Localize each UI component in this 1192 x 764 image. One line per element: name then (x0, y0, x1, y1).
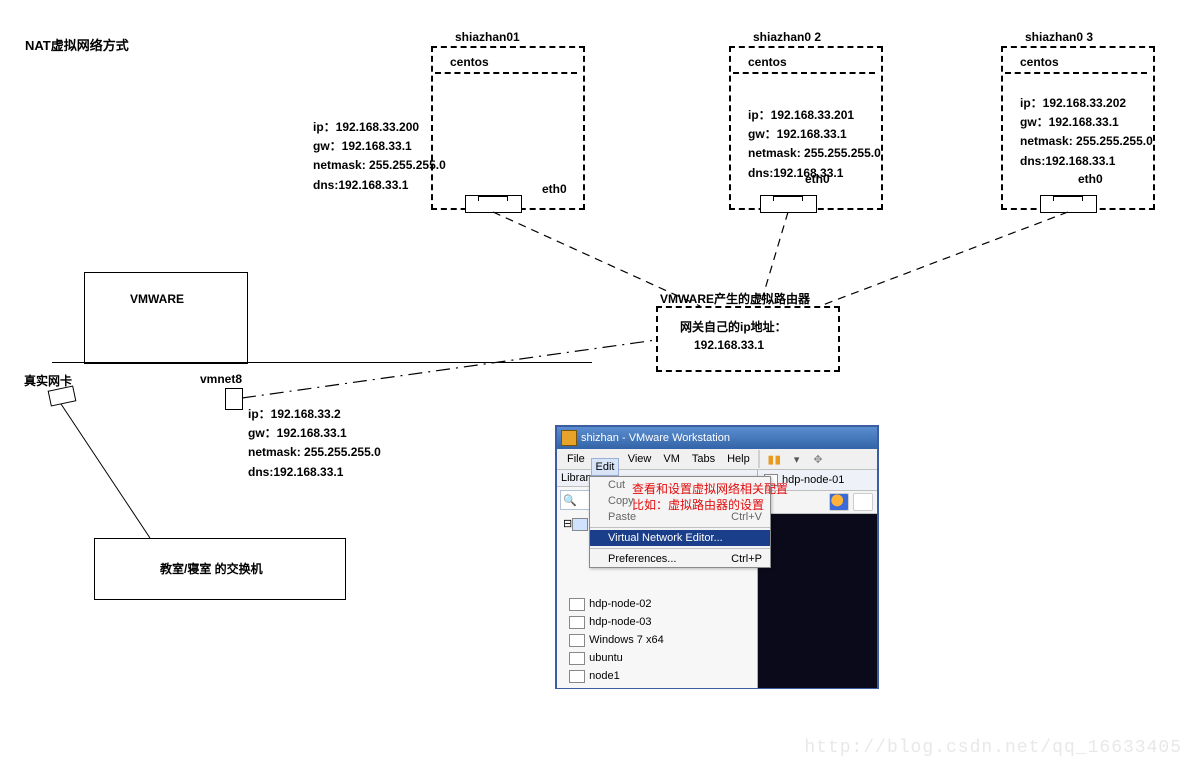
tree-item-label: mini (589, 685, 609, 688)
host-baseline (52, 362, 592, 363)
menu-vm[interactable]: VM (663, 453, 680, 465)
menu-help[interactable]: Help (727, 453, 750, 465)
switch-label: 教室/寝室 的交换机 (160, 560, 263, 577)
mi-label: Virtual Network Editor... (608, 532, 723, 544)
vm2-mask: netmask: 255.255.255.0 (748, 144, 881, 163)
vm1-gw: gw：192.168.33.1 (313, 137, 483, 156)
vm3-config: ip：192.168.33.202 gw：192.168.33.1 netmas… (1020, 94, 1153, 171)
vm2-ip: ip：192.168.33.201 (748, 106, 881, 125)
menu-view[interactable]: View (628, 453, 652, 465)
note-line2: 比如：虚拟路由器的设置 (632, 496, 764, 513)
vm1-mask: netmask: 255.255.255.0 (313, 156, 483, 175)
tree-item[interactable]: Windows 7 x64 (563, 631, 757, 649)
mi-label: Cut (608, 479, 625, 491)
vm2-os: centos (748, 55, 787, 69)
vm1-os: centos (450, 55, 489, 69)
tree-item-label: hdp-node-02 (589, 595, 651, 613)
tree-item-label: Windows 7 x64 (589, 631, 664, 649)
toolbar-icon[interactable]: ✥ (813, 453, 822, 466)
vm-display[interactable] (758, 514, 877, 688)
vm1-eth: eth0 (542, 182, 567, 196)
vm1-ip: ip：192.168.33.200 (313, 118, 483, 137)
vm3-mask: netmask: 255.255.255.0 (1020, 132, 1153, 151)
search-icon: 🔍 (561, 494, 579, 507)
vm1-config: ip：192.168.33.200 gw：192.168.33.1 netmas… (313, 118, 483, 195)
tree-item[interactable]: hdp-node-03 (563, 613, 757, 631)
vm-tab-label: hdp-node-01 (782, 474, 844, 486)
mi-key: Ctrl+P (731, 553, 762, 565)
vm3-eth: eth0 (1078, 172, 1103, 186)
vm3-ip: ip：192.168.33.202 (1020, 94, 1153, 113)
watermark: http://blog.csdn.net/qq_16633405 (804, 738, 1182, 758)
vm3-divider (1005, 72, 1147, 74)
vm2-nic-tab (773, 196, 803, 201)
vmware-box (84, 272, 248, 364)
diagram-title: NAT虚拟网络方式 (25, 35, 129, 54)
vmnet8-ip: ip：192.168.33.2 (248, 405, 381, 424)
tree-item[interactable]: hdp-node-02 (563, 595, 757, 613)
menu-edit-open[interactable]: Edit (591, 458, 619, 476)
vm3-os: centos (1020, 55, 1059, 69)
router-title: VMWARE产生的虚拟路由器 (660, 290, 810, 307)
vm2-name: shiazhan0 2 (753, 30, 821, 44)
menu-tabs[interactable]: Tabs (692, 453, 715, 465)
vmware-label: VMWARE (130, 292, 184, 306)
vm2-eth: eth0 (805, 172, 830, 186)
vmw-main: hdp-node-01 (758, 470, 877, 688)
vmw-app-icon (561, 430, 577, 446)
firefox-icon[interactable] (829, 493, 849, 511)
vmnet8-mask: netmask: 255.255.255.0 (248, 443, 381, 462)
tree-item-label: node1 (589, 667, 620, 685)
vmw-titlebar: shizhan - VMware Workstation (557, 427, 877, 449)
pause-icon[interactable]: ▮▮ (768, 453, 782, 466)
mi-label: Preferences... (608, 553, 676, 565)
vm2-gw: gw：192.168.33.1 (748, 125, 881, 144)
router-gw-ip: 192.168.33.1 (694, 338, 764, 352)
vmnet8-label: vmnet8 (200, 372, 242, 386)
vm1-nic-tab (478, 196, 508, 201)
mi-prefs[interactable]: Preferences... Ctrl+P (590, 551, 770, 567)
vm1-divider (435, 72, 577, 74)
router-gw-label: 网关自己的ip地址： (680, 318, 787, 335)
vmnet8-gw: gw：192.168.33.1 (248, 424, 381, 443)
vm1-name: shiazhan01 (455, 30, 520, 44)
tree-item-label: ubuntu (589, 649, 623, 667)
tree-item[interactable]: ubuntu (563, 649, 757, 667)
vm3-dns: dns:192.168.33.1 (1020, 152, 1153, 171)
vmnet8-dns: dns:192.168.33.1 (248, 463, 381, 482)
menu-sep (758, 450, 760, 468)
vm3-gw: gw：192.168.33.1 (1020, 113, 1153, 132)
tree-item-label: hdp-node-03 (589, 613, 651, 631)
vm1-dns: dns:192.168.33.1 (313, 176, 483, 195)
vm3-name: shiazhan0 3 (1025, 30, 1093, 44)
tree-item[interactable]: mini (563, 685, 757, 688)
tree-item[interactable]: node1 (563, 667, 757, 685)
vmnet8-config: ip：192.168.33.2 gw：192.168.33.1 netmask:… (248, 405, 381, 482)
vm3-nic-tab (1053, 196, 1083, 201)
vmw-title-text: shizhan - VMware Workstation (581, 432, 730, 444)
dropdown-icon[interactable]: ▾ (794, 453, 800, 466)
mi-label: Copy (608, 495, 634, 507)
mi-vne[interactable]: Virtual Network Editor... (590, 530, 770, 546)
vmnet8-icon (225, 388, 243, 410)
menu-file[interactable]: File (567, 453, 585, 465)
mail-icon[interactable] (853, 493, 873, 511)
vm2-divider (733, 72, 875, 74)
note-line1: 查看和设置虚拟网络相关配置 (632, 480, 788, 497)
